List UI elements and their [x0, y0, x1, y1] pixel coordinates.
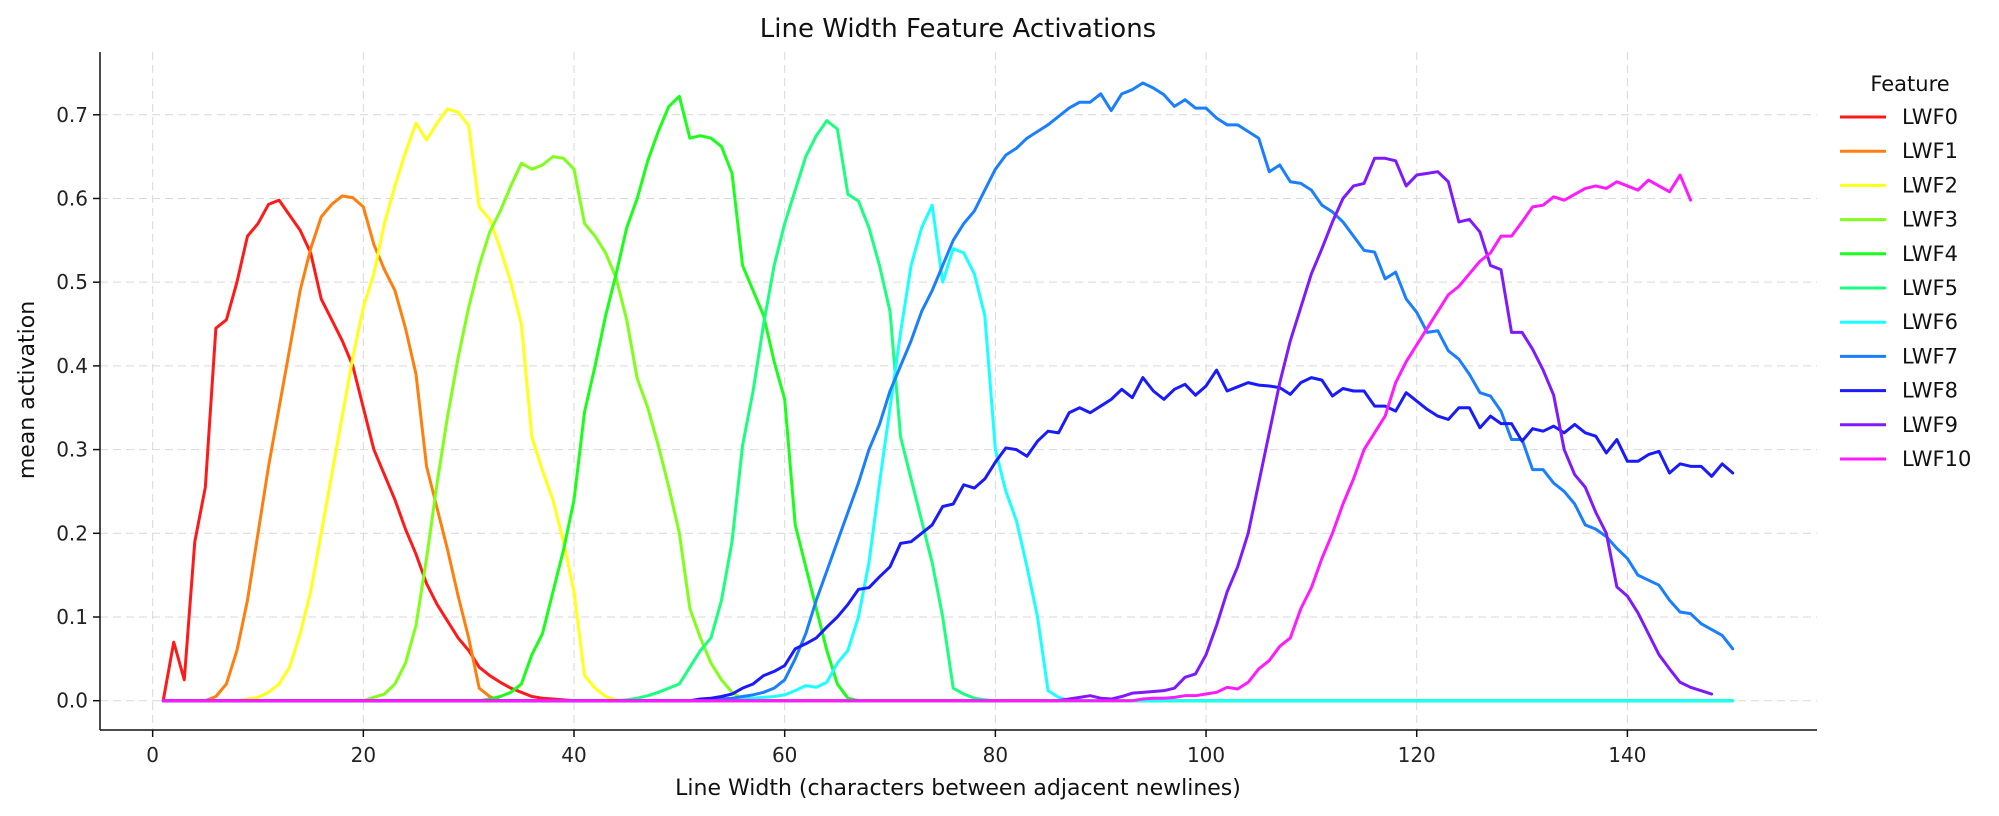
y-tick-label: 0.2 — [56, 521, 88, 545]
legend-label-lwf1: LWF1 — [1902, 139, 1958, 163]
legend-label-lwf7: LWF7 — [1902, 344, 1958, 368]
legend: Feature LWF0 LWF1 LWF2 LWF3 LWF4 LWF5 LWF6 LWF7… — [1840, 72, 1971, 471]
y-tick-label: 0.6 — [56, 186, 88, 210]
y-tick-label: 0.5 — [56, 270, 88, 294]
x-tick-label: 120 — [1398, 743, 1436, 767]
y-ticks: 0.0 0.1 0.2 0.3 0.4 0.5 0.6 0.7 — [56, 103, 100, 713]
legend-label-lwf2: LWF2 — [1902, 173, 1958, 197]
y-tick-label: 0.4 — [56, 354, 88, 378]
legend-label-lwf0: LWF0 — [1902, 105, 1958, 129]
grid — [100, 52, 1817, 730]
legend-label-lwf4: LWF4 — [1902, 242, 1958, 266]
x-axis-label: Line Width (characters between adjacent … — [675, 776, 1241, 801]
series-line-lwf10 — [161, 173, 1693, 703]
x-tick-label: 0 — [146, 743, 159, 767]
chart-title: Line Width Feature Activations — [760, 14, 1156, 44]
y-tick-label: 0.7 — [56, 103, 88, 127]
series-group — [161, 81, 1735, 703]
legend-label-lwf9: LWF9 — [1902, 413, 1958, 437]
legend-label-lwf5: LWF5 — [1902, 276, 1958, 300]
x-tick-label: 140 — [1608, 743, 1646, 767]
x-tick-label: 100 — [1187, 743, 1225, 767]
legend-label-lwf10: LWF10 — [1902, 447, 1971, 471]
y-tick-label: 0.3 — [56, 438, 88, 462]
series-line-lwf6 — [161, 203, 1735, 703]
legend-title: Feature — [1870, 72, 1949, 96]
axes — [99, 52, 1817, 731]
y-tick-label: 0.1 — [56, 605, 88, 629]
legend-label-lwf8: LWF8 — [1902, 379, 1958, 403]
x-ticks: 0 20 40 60 80 100 120 140 — [146, 730, 1646, 767]
x-tick-label: 20 — [351, 743, 376, 767]
y-tick-label: 0.0 — [56, 689, 88, 713]
legend-label-lwf3: LWF3 — [1902, 208, 1958, 232]
series-line-lwf5 — [161, 119, 1735, 703]
series-line-lwf4 — [161, 94, 1735, 703]
series-line-lwf0 — [161, 198, 1735, 703]
series-line-lwf3 — [161, 155, 1735, 703]
x-tick-label: 60 — [772, 743, 797, 767]
y-axis-label: mean activation — [15, 301, 40, 479]
x-tick-label: 40 — [561, 743, 586, 767]
series-line-lwf1 — [161, 194, 1735, 703]
legend-label-lwf6: LWF6 — [1902, 310, 1958, 334]
x-tick-label: 80 — [983, 743, 1008, 767]
